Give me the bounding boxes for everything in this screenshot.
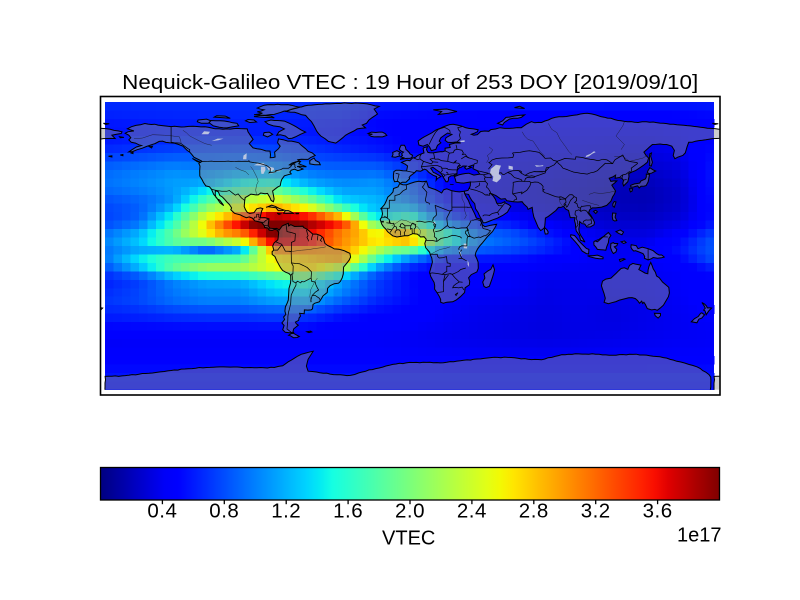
svg-text:1e17: 1e17 xyxy=(677,525,722,547)
svg-text:0.4: 0.4 xyxy=(147,500,177,523)
svg-text:2.4: 2.4 xyxy=(457,500,487,523)
svg-text:0.8: 0.8 xyxy=(209,500,239,523)
svg-text:VTEC: VTEC xyxy=(382,528,435,550)
svg-text:1.6: 1.6 xyxy=(333,500,363,523)
svg-text:2.0: 2.0 xyxy=(395,500,425,523)
svg-text:1.2: 1.2 xyxy=(271,500,301,523)
svg-text:Nequick-Galileo VTEC : 19 Hour: Nequick-Galileo VTEC : 19 Hour of 253 DO… xyxy=(122,72,698,94)
svg-text:2.8: 2.8 xyxy=(519,500,549,523)
svg-text:3.6: 3.6 xyxy=(643,500,673,523)
svg-text:3.2: 3.2 xyxy=(581,500,611,523)
